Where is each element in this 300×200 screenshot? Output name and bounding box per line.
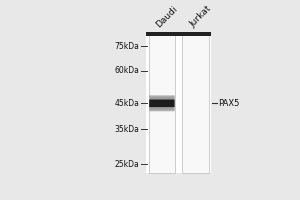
FancyBboxPatch shape — [149, 96, 175, 111]
Text: PAX5: PAX5 — [218, 99, 239, 108]
Bar — [146, 32, 211, 36]
Text: Jurkat: Jurkat — [188, 4, 213, 29]
FancyBboxPatch shape — [150, 97, 174, 109]
FancyBboxPatch shape — [149, 100, 175, 107]
Text: 35kDa: 35kDa — [114, 125, 139, 134]
FancyBboxPatch shape — [150, 98, 173, 109]
Text: 75kDa: 75kDa — [114, 42, 139, 51]
FancyBboxPatch shape — [151, 98, 173, 108]
FancyBboxPatch shape — [149, 95, 175, 111]
Text: 60kDa: 60kDa — [114, 66, 139, 75]
Bar — [148, 33, 175, 173]
FancyBboxPatch shape — [150, 97, 174, 110]
FancyBboxPatch shape — [150, 98, 174, 109]
Text: 25kDa: 25kDa — [114, 160, 139, 169]
Bar — [146, 33, 211, 173]
FancyBboxPatch shape — [149, 95, 175, 111]
FancyBboxPatch shape — [150, 97, 174, 110]
FancyBboxPatch shape — [149, 96, 174, 111]
Text: Daudi: Daudi — [154, 4, 179, 29]
FancyBboxPatch shape — [150, 96, 174, 110]
Text: 45kDa: 45kDa — [114, 99, 139, 108]
Bar — [182, 33, 209, 173]
